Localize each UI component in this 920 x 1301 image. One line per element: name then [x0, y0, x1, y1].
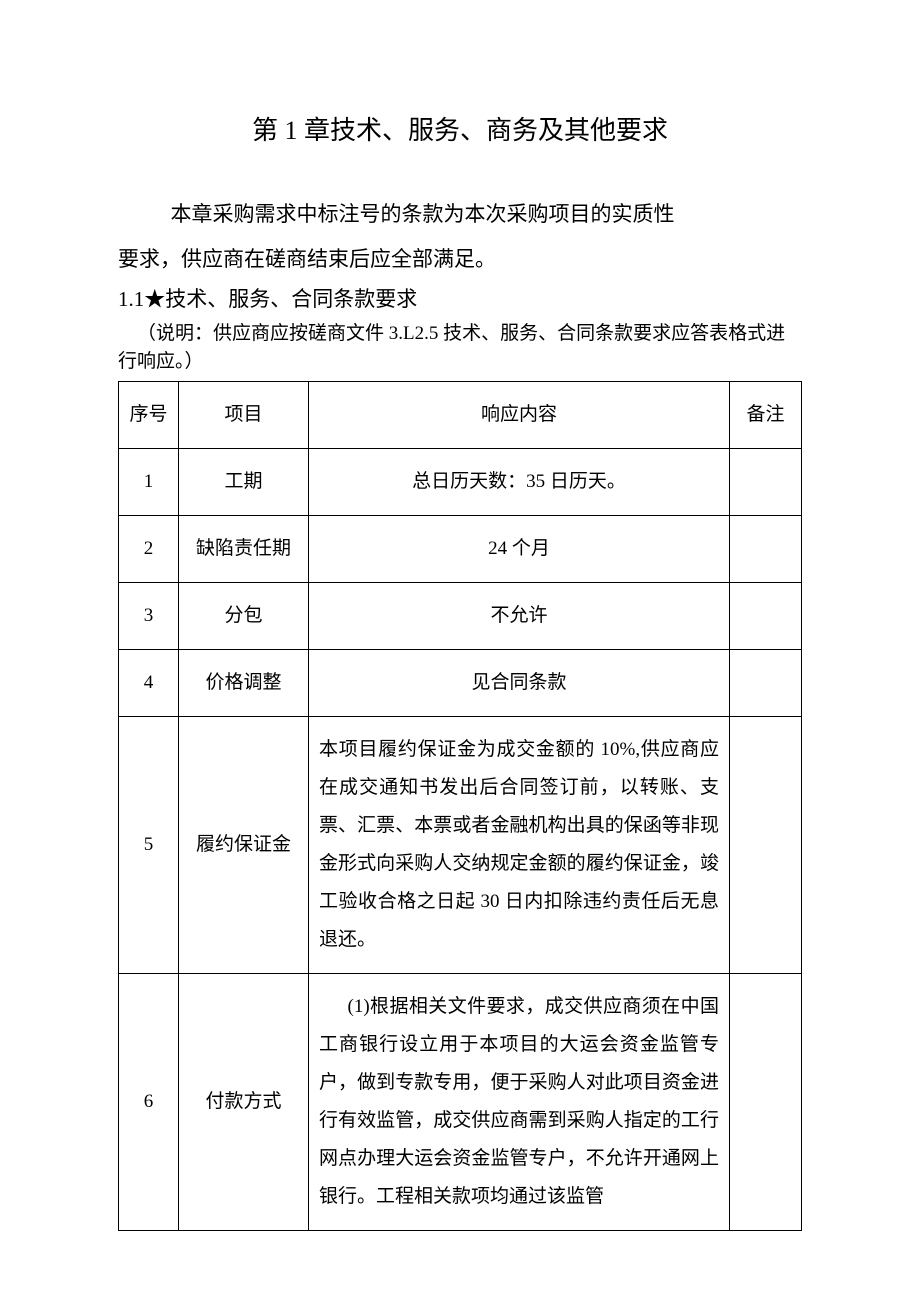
cell-note	[730, 717, 802, 974]
cell-content: (1)根据相关文件要求，成交供应商须在中国工商银行设立用于本项目的大运会资金监管…	[309, 974, 730, 1231]
cell-content: 见合同条款	[309, 650, 730, 717]
cell-content: 不允许	[309, 583, 730, 650]
cell-item: 价格调整	[179, 650, 309, 717]
cell-note	[730, 650, 802, 717]
table-row: 4 价格调整 见合同条款	[119, 650, 802, 717]
cell-seq: 3	[119, 583, 179, 650]
cell-content: 24 个月	[309, 516, 730, 583]
cell-item: 履约保证金	[179, 717, 309, 974]
chapter-title: 第 1 章技术、服务、商务及其他要求	[118, 110, 802, 147]
intro-line-2: 要求，供应商在磋商结束后应全部满足。	[118, 243, 802, 277]
table-row: 5 履约保证金 本项目履约保证金为成交金额的 10%,供应商应在成交通知书发出后…	[119, 717, 802, 974]
cell-item: 工期	[179, 449, 309, 516]
cell-seq: 4	[119, 650, 179, 717]
table-row: 6 付款方式 (1)根据相关文件要求，成交供应商须在中国工商银行设立用于本项目的…	[119, 974, 802, 1231]
cell-item: 分包	[179, 583, 309, 650]
table-row: 1 工期 总日历天数：35 日历天。	[119, 449, 802, 516]
header-note: 备注	[730, 382, 802, 449]
table-row: 3 分包 不允许	[119, 583, 802, 650]
cell-item: 付款方式	[179, 974, 309, 1231]
header-seq: 序号	[119, 382, 179, 449]
cell-note	[730, 583, 802, 650]
cell-content: 总日历天数：35 日历天。	[309, 449, 730, 516]
section-title: 1.1★技术、服务、合同条款要求	[118, 283, 802, 317]
cell-note	[730, 974, 802, 1231]
table-header-row: 序号 项目 响应内容 备注	[119, 382, 802, 449]
cell-content: 本项目履约保证金为成交金额的 10%,供应商应在成交通知书发出后合同签订前，以转…	[309, 717, 730, 974]
note-text: （说明：供应商应按磋商文件 3.L2.5 技术、服务、合同条款要求应答表格式进行…	[118, 320, 802, 375]
cell-seq: 5	[119, 717, 179, 974]
requirements-table: 序号 项目 响应内容 备注 1 工期 总日历天数：35 日历天。 2 缺陷责任期…	[118, 381, 802, 1231]
cell-item: 缺陷责任期	[179, 516, 309, 583]
header-content: 响应内容	[309, 382, 730, 449]
cell-seq: 6	[119, 974, 179, 1231]
cell-note	[730, 449, 802, 516]
cell-seq: 2	[119, 516, 179, 583]
table-row: 2 缺陷责任期 24 个月	[119, 516, 802, 583]
cell-note	[730, 516, 802, 583]
header-item: 项目	[179, 382, 309, 449]
cell-seq: 1	[119, 449, 179, 516]
intro-line-1: 本章采购需求中标注号的条款为本次采购项目的实质性	[118, 193, 802, 235]
